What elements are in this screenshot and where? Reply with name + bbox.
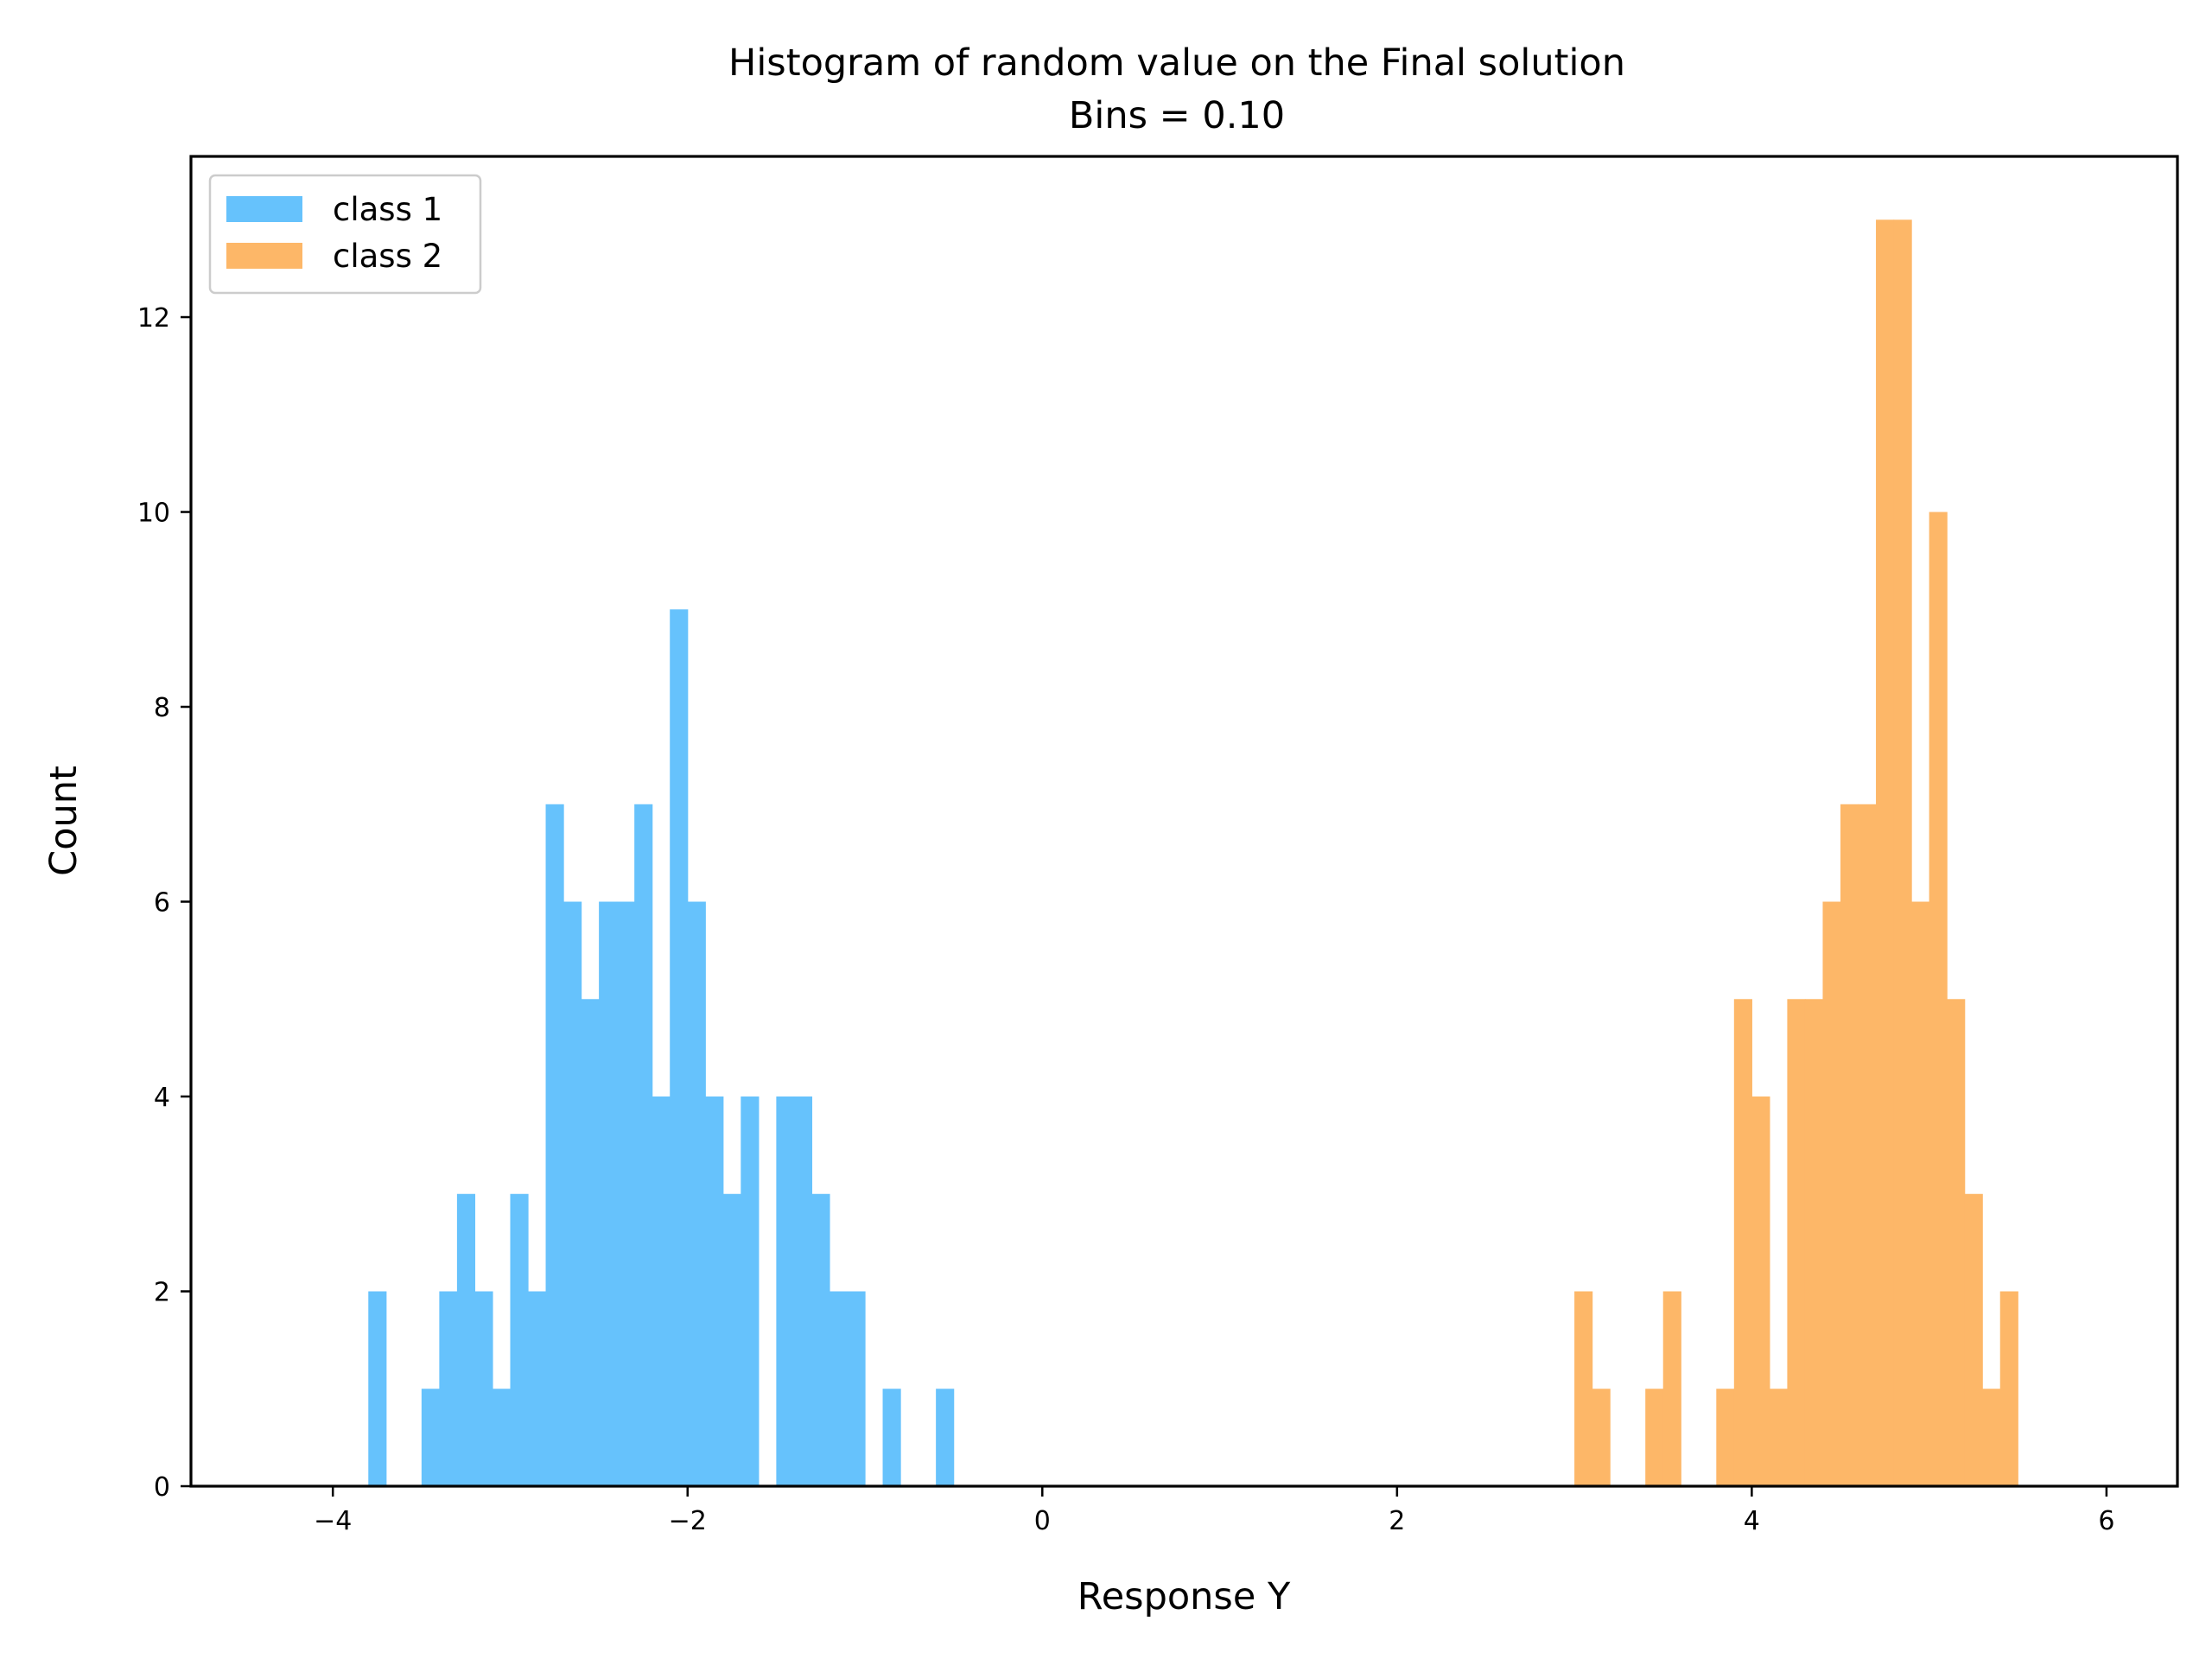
bar-class-1-6	[510, 1193, 529, 1486]
bar-class-1-11	[599, 901, 618, 1486]
bar-class-2-4	[1716, 1389, 1735, 1486]
legend-swatch-class-2	[226, 243, 302, 269]
bar-class-2-13	[1876, 219, 1895, 1486]
legend-label-class-1: class 1	[333, 191, 442, 228]
x-tick-label: −2	[669, 1506, 707, 1536]
plot-frame	[189, 155, 2179, 1488]
x-tick-label: 2	[1389, 1506, 1405, 1536]
y-tick-label: 6	[154, 888, 170, 918]
bar-class-2-19	[1982, 1389, 2001, 1486]
bar-class-2-11	[1840, 804, 1859, 1486]
y-tick-label: 10	[137, 499, 170, 529]
bar-class-1-26	[882, 1389, 901, 1486]
bar-class-1-15	[670, 609, 689, 1486]
bar-class-1-14	[652, 1096, 671, 1486]
bar-class-2-18	[1964, 1193, 1983, 1486]
bar-class-1-7	[528, 1291, 547, 1486]
bar-class-2-6	[1751, 1096, 1770, 1486]
bar-class-2-20	[1999, 1291, 2018, 1486]
bar-class-2-10	[1822, 901, 1841, 1486]
bar-class-1-5	[492, 1389, 512, 1486]
bar-class-2-14	[1893, 219, 1912, 1486]
y-tick-label: 0	[154, 1472, 170, 1503]
bar-class-1-3	[456, 1193, 476, 1486]
bar-class-1-13	[634, 804, 653, 1486]
bar-class-1-10	[581, 999, 600, 1486]
bar-class-2-16	[1929, 512, 1948, 1486]
bar-class-1-1	[421, 1389, 440, 1486]
legend: class 1 class 2	[208, 174, 482, 295]
bar-class-1-12	[616, 901, 635, 1486]
x-tick-label: 4	[1744, 1506, 1760, 1536]
bar-class-2-2	[1645, 1389, 1664, 1486]
y-tick-label: 8	[154, 693, 170, 723]
x-tick-label: 6	[2098, 1506, 2114, 1536]
y-tick-label: 2	[154, 1278, 170, 1308]
bar-class-1-23	[811, 1193, 830, 1486]
bar-class-1-27	[936, 1389, 955, 1486]
chart-subtitle: Bins = 0.10	[1069, 94, 1285, 137]
x-tick-label: 0	[1034, 1506, 1051, 1536]
bar-class-2-8	[1787, 999, 1806, 1486]
chart-title: Histogram of random value on the Final s…	[728, 41, 1625, 85]
bar-class-2-15	[1911, 901, 1930, 1486]
x-axis-label: Response Y	[1077, 1575, 1291, 1618]
bar-class-2-9	[1804, 999, 1824, 1486]
bar-class-1-8	[545, 804, 564, 1486]
legend-swatch-class-1	[226, 196, 302, 222]
bar-class-2-0	[1574, 1291, 1593, 1486]
bar-class-1-0	[368, 1291, 387, 1486]
bar-class-2-1	[1592, 1389, 1611, 1486]
bar-class-1-19	[741, 1096, 760, 1486]
bar-class-1-2	[439, 1291, 458, 1486]
y-axis-ticks: 0 2 4 6 8 10 12	[137, 303, 191, 1503]
bar-class-2-12	[1858, 804, 1877, 1486]
bar-class-1-17	[705, 1096, 724, 1486]
x-axis-ticks: −4 −2 0 2 4 6	[314, 1486, 2114, 1536]
bar-class-1-16	[687, 901, 706, 1486]
bar-class-1-4	[474, 1291, 493, 1486]
bar-class-1-9	[563, 901, 582, 1486]
x-tick-label: −4	[314, 1506, 352, 1536]
y-tick-label: 12	[137, 303, 170, 334]
bar-class-2-5	[1733, 999, 1752, 1486]
bar-class-1-24	[829, 1291, 849, 1486]
legend-label-class-2: class 2	[333, 238, 442, 275]
bar-class-1-25	[847, 1291, 866, 1486]
bar-class-1-22	[793, 1096, 813, 1486]
bar-class-2-17	[1947, 999, 1966, 1486]
bar-class-2-3	[1662, 1291, 1681, 1486]
bars-layer	[368, 219, 2018, 1486]
y-axis-label: Count	[42, 766, 86, 876]
bar-class-2-7	[1769, 1389, 1789, 1486]
bar-class-1-21	[776, 1096, 795, 1486]
bar-class-1-18	[722, 1193, 741, 1486]
y-tick-label: 4	[154, 1083, 170, 1113]
